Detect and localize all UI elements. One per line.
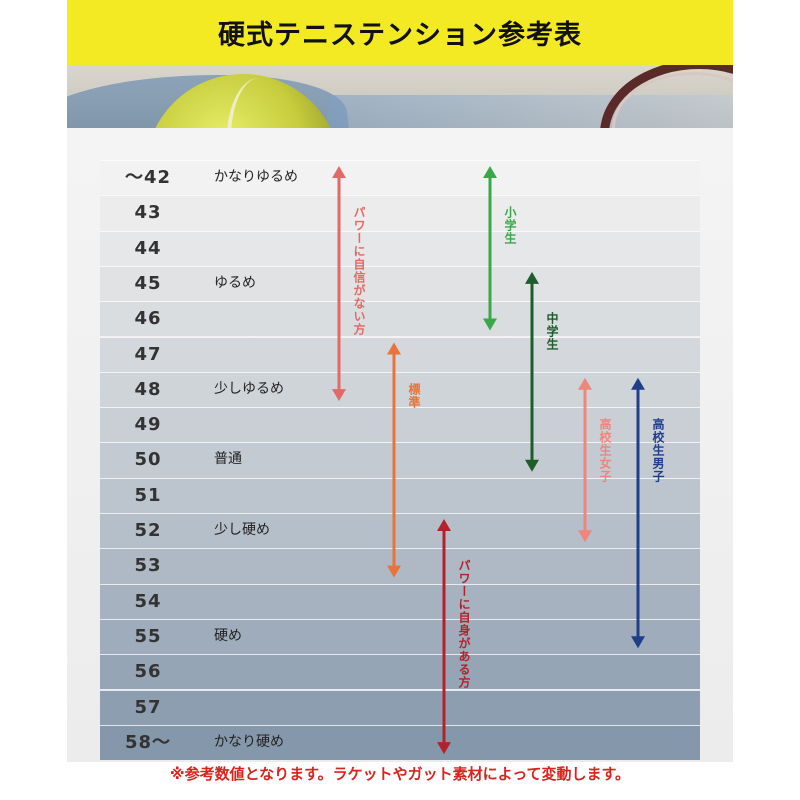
tension-value: 48	[134, 378, 162, 400]
tension-value: 56	[134, 661, 162, 683]
footnote: ※参考数値となります。ラケットやガット素材によって変動します。	[170, 765, 630, 783]
table-row	[100, 513, 700, 549]
table-row	[100, 230, 700, 266]
table-row	[100, 442, 700, 478]
table-row	[100, 160, 700, 196]
arrow-head-down	[631, 636, 645, 649]
table-row	[100, 583, 700, 619]
table-row	[100, 407, 700, 443]
arrow-head-up	[483, 166, 497, 178]
range-arrow	[437, 519, 451, 755]
arrow-head-down	[525, 459, 539, 472]
arrow-head-up	[578, 377, 592, 390]
tension-value: 50	[134, 449, 162, 471]
range-arrow	[332, 166, 346, 402]
tension-value: 45	[134, 272, 162, 294]
title-banner: 硬式テニステンション参考表	[67, 0, 733, 65]
tension-value: 43	[134, 202, 162, 224]
table-row	[100, 301, 700, 337]
range-label: 高校生男子	[651, 417, 665, 483]
range-label: パワーに自身がある方	[457, 559, 471, 689]
tension-value: 57	[134, 696, 162, 718]
tension-description: 普通	[214, 451, 242, 468]
arrow-head-up	[387, 342, 401, 355]
arrow-head-down	[483, 318, 497, 331]
photo-clip	[67, 65, 733, 128]
tension-value: 55	[134, 625, 162, 647]
table-row	[100, 195, 700, 231]
range-arrow	[387, 342, 401, 578]
tension-value: 49	[134, 414, 162, 436]
tension-description: ゆるめ	[214, 274, 256, 291]
tension-value: 51	[134, 484, 162, 506]
range-arrow	[525, 271, 539, 472]
tension-description: かなりゆるめ	[214, 169, 298, 185]
page-title: 硬式テニステンション参考表	[218, 20, 582, 51]
arrow-head-up	[525, 271, 539, 284]
arrow-head-up	[437, 519, 451, 531]
tension-value: ～42	[124, 167, 172, 188]
tension-value: 54	[134, 590, 162, 612]
table-row	[100, 618, 700, 655]
range-label: 標準	[407, 382, 421, 409]
tension-description: 少し硬め	[214, 522, 270, 538]
range-arrow	[483, 166, 497, 331]
tension-value: 52	[134, 520, 162, 541]
tension-value: 47	[134, 343, 162, 365]
table-row	[100, 724, 700, 761]
range-arrow	[631, 377, 645, 649]
table-row	[100, 477, 700, 513]
range-label: 中学生	[545, 311, 559, 351]
tension-value: 53	[134, 555, 162, 577]
arrow-head-down	[387, 565, 401, 578]
tension-description: かなり硬め	[214, 733, 284, 750]
arrow-head-down	[578, 530, 592, 543]
arrow-head-up	[631, 377, 645, 390]
table-row	[100, 371, 700, 408]
table-row	[100, 689, 700, 725]
range-label: パワーに自信がない方	[352, 206, 366, 336]
table-row	[100, 654, 700, 690]
tension-description: 少しゆるめ	[214, 380, 284, 397]
tension-value: 46	[134, 308, 162, 330]
arrow-head-down	[332, 389, 346, 402]
range-label: 高校生女子	[598, 417, 612, 483]
arrow-head-down	[437, 742, 451, 755]
tension-value: 58～	[124, 731, 172, 753]
range-arrow	[578, 377, 592, 543]
tension-description: 硬め	[214, 627, 242, 644]
tension-value: 44	[134, 237, 162, 259]
arrow-head-up	[332, 166, 346, 178]
table-row	[100, 265, 700, 302]
range-label: 小学生	[503, 206, 517, 245]
